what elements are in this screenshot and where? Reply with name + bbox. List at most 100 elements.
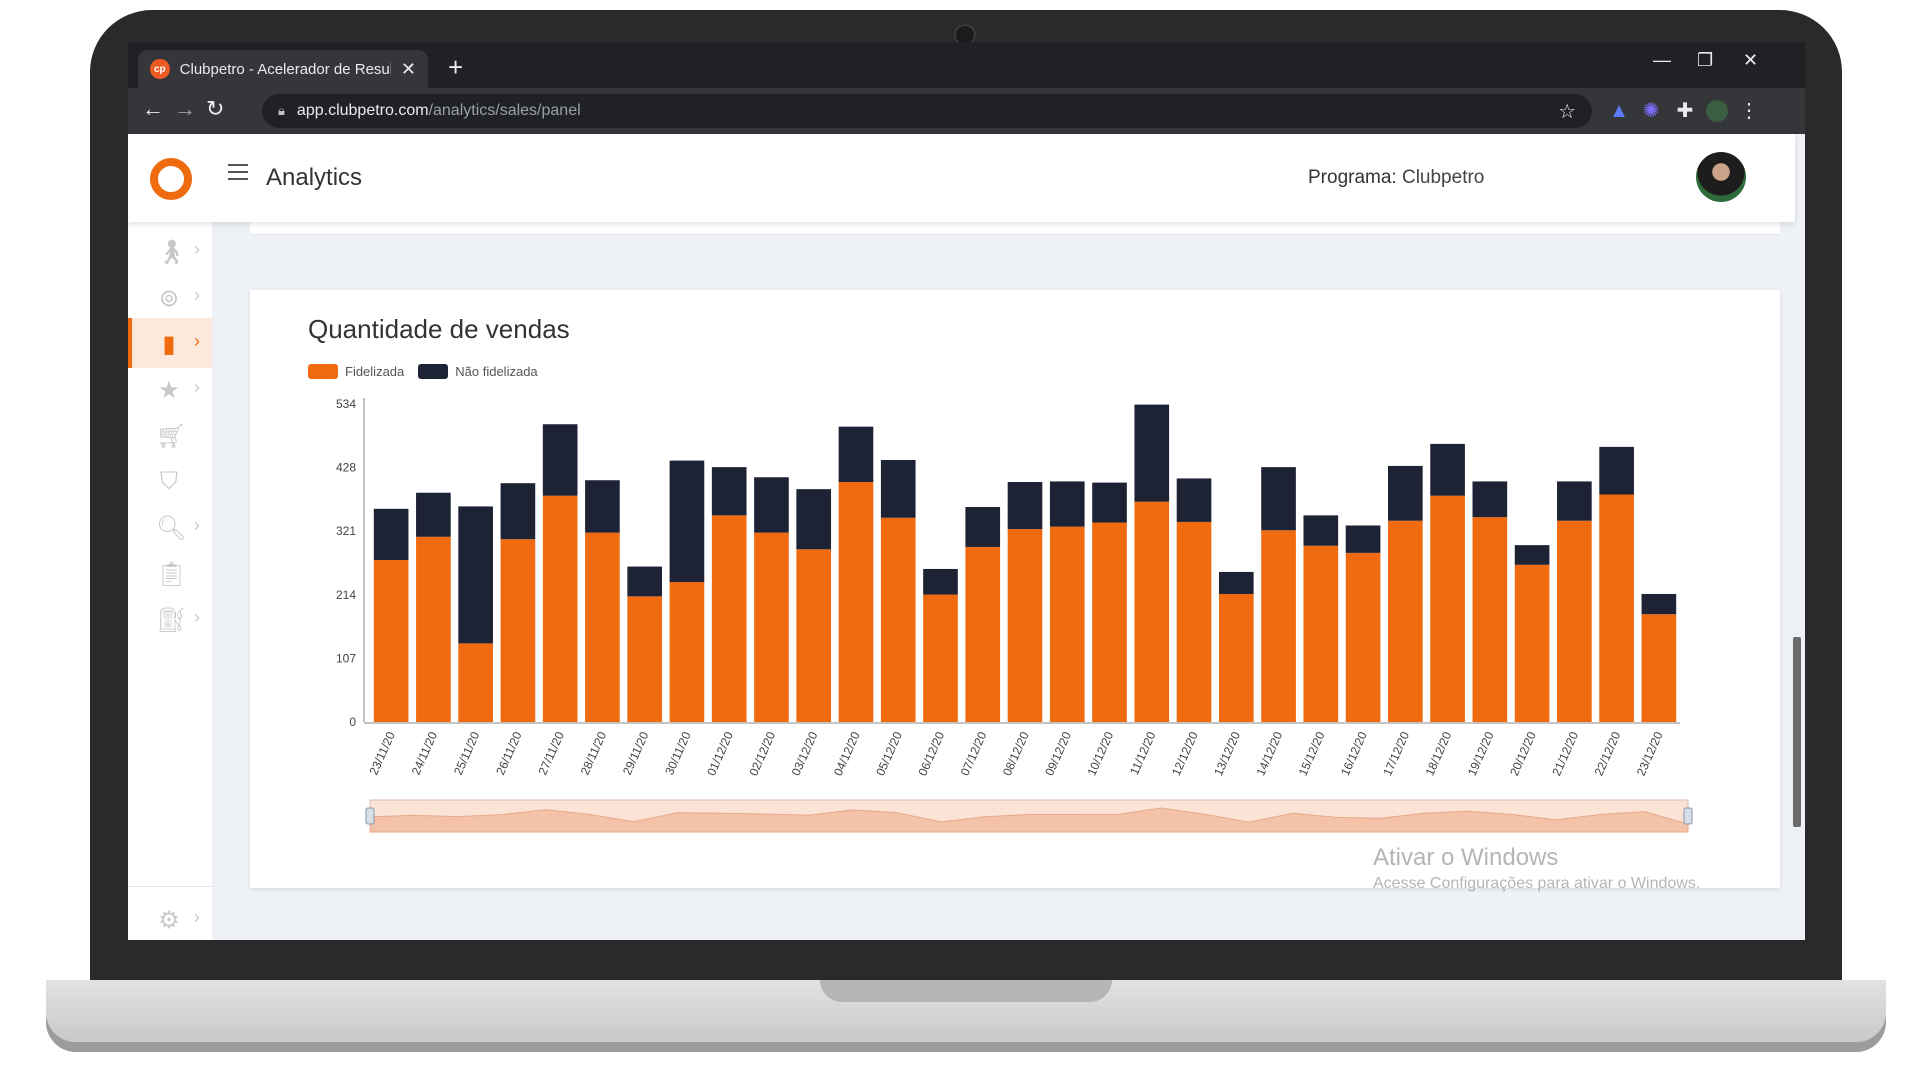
range-slider-handle-right[interactable] [1683, 807, 1693, 825]
bar-nao-fidelizada[interactable] [1303, 515, 1339, 546]
bar-fidelizada[interactable] [416, 536, 451, 722]
bar-fidelizada[interactable] [1261, 530, 1296, 722]
bar-fidelizada[interactable] [1049, 526, 1085, 722]
sidebar-item-search[interactable]: 🔍︎ › [128, 502, 212, 552]
bar-nao-fidelizada[interactable] [669, 460, 705, 583]
sidebar-item-security[interactable]: ⛉ [128, 456, 212, 506]
bar-fidelizada[interactable] [1092, 522, 1127, 722]
bar-nao-fidelizada[interactable] [1387, 465, 1423, 521]
sidebar-item-fuel[interactable]: ⛽︎ › [128, 594, 212, 644]
bar-fidelizada[interactable] [1303, 545, 1339, 722]
bar-nao-fidelizada[interactable] [923, 568, 958, 595]
sidebar-item-store[interactable]: 🛒︎ [128, 410, 212, 460]
bar-fidelizada[interactable] [1345, 552, 1381, 722]
extension-gear-icon[interactable]: ✺ [1642, 100, 1660, 122]
bar-fidelizada[interactable] [458, 643, 493, 722]
bar-nao-fidelizada[interactable] [1514, 545, 1550, 565]
bar-fidelizada[interactable] [838, 482, 874, 722]
legend-item-fidelizada[interactable]: Fidelizada [308, 364, 404, 379]
kebab-menu-icon[interactable]: ⋮ [1739, 100, 1759, 122]
bar-nao-fidelizada[interactable] [1261, 467, 1296, 531]
bar-fidelizada[interactable] [585, 532, 620, 722]
minimize-icon[interactable]: — [1653, 50, 1671, 70]
browser-tab[interactable]: cp Clubpetro - Acelerador de Resultados … [138, 50, 428, 88]
restore-icon[interactable]: ❐ [1697, 50, 1714, 70]
x-tick-label: 07/12/20 [958, 729, 990, 778]
bar-nao-fidelizada[interactable] [1218, 571, 1254, 594]
bar-fidelizada[interactable] [923, 594, 958, 722]
bar-nao-fidelizada[interactable] [880, 459, 916, 518]
bar-fidelizada[interactable] [542, 495, 578, 722]
bar-fidelizada[interactable] [1134, 501, 1170, 722]
bar-nao-fidelizada[interactable] [1472, 481, 1508, 518]
bar-nao-fidelizada[interactable] [1134, 404, 1170, 502]
forward-icon[interactable]: → [174, 96, 196, 121]
bar-fidelizada[interactable] [880, 517, 916, 722]
bar-fidelizada[interactable] [965, 546, 1001, 722]
user-avatar[interactable] [1696, 152, 1746, 202]
bar-nao-fidelizada[interactable] [965, 507, 1001, 547]
bar-nao-fidelizada[interactable] [754, 477, 789, 533]
sidebar-item-missions[interactable]: 🚶︎ › [128, 226, 212, 276]
sidebar-item-reports[interactable]: 📋︎ [128, 548, 212, 598]
sidebar-item-goals[interactable]: ⊚ › [128, 272, 212, 322]
sidebar-item-settings[interactable]: ⚙︎ › [128, 894, 212, 940]
bar-nao-fidelizada[interactable] [1430, 443, 1465, 496]
bar-nao-fidelizada[interactable] [796, 489, 832, 550]
sidebar-item-loyalty[interactable]: ★ › [128, 364, 212, 414]
bar-nao-fidelizada[interactable] [627, 566, 663, 597]
bar-fidelizada[interactable] [1472, 517, 1508, 722]
bar-nao-fidelizada[interactable] [500, 483, 536, 540]
bar-nao-fidelizada[interactable] [458, 506, 493, 644]
back-icon[interactable]: ← [142, 96, 164, 121]
sidebar-item-analytics[interactable]: ▮ › [128, 318, 212, 368]
bar-fidelizada[interactable] [1007, 529, 1043, 722]
program-selector[interactable]: Programa: Clubpetro [1308, 167, 1484, 189]
range-slider-handle-left[interactable] [365, 807, 375, 825]
bar-fidelizada[interactable] [1514, 564, 1550, 722]
bar-nao-fidelizada[interactable] [1007, 482, 1043, 530]
sales-chart[interactable]: 0 107 214 321 428 534 23/11/20 24/11/20 25/11/20… [250, 290, 1780, 888]
bar-fidelizada[interactable] [1218, 593, 1254, 722]
bar-fidelizada[interactable] [1430, 495, 1465, 722]
bar-fidelizada[interactable] [373, 560, 409, 722]
clubpetro-logo[interactable] [150, 158, 192, 200]
legend-item-nao-fidelizada[interactable]: Não fidelizada [418, 364, 538, 379]
profile-avatar-icon[interactable] [1706, 100, 1728, 122]
bar-fidelizada[interactable] [669, 582, 705, 722]
bar-nao-fidelizada[interactable] [585, 480, 620, 533]
close-window-icon[interactable]: ✕ [1743, 50, 1759, 70]
bar-nao-fidelizada[interactable] [373, 508, 409, 561]
bar-nao-fidelizada[interactable] [711, 467, 747, 516]
address-bar[interactable]: 🔒︎ app.clubpetro.com/analytics/sales/pan… [262, 94, 1592, 128]
bar-nao-fidelizada[interactable] [1049, 481, 1085, 527]
bar-nao-fidelizada[interactable] [542, 424, 578, 496]
bar-fidelizada[interactable] [1387, 520, 1423, 722]
chevron-right-icon: › [194, 331, 200, 351]
bar-fidelizada[interactable] [500, 539, 536, 722]
extension-icon[interactable]: ▲ [1609, 100, 1629, 122]
bar-nao-fidelizada[interactable] [1599, 446, 1634, 495]
bookmark-star-icon[interactable]: ☆ [1558, 100, 1576, 123]
reload-icon[interactable]: ↻ [206, 96, 225, 121]
bar-fidelizada[interactable] [1641, 614, 1677, 722]
bar-nao-fidelizada[interactable] [1641, 593, 1677, 615]
new-tab-button[interactable]: + [448, 52, 464, 82]
bar-fidelizada[interactable] [1176, 521, 1212, 722]
bar-nao-fidelizada[interactable] [416, 492, 451, 537]
bar-fidelizada[interactable] [796, 549, 832, 722]
bar-fidelizada[interactable] [1557, 520, 1592, 722]
close-tab-icon[interactable]: ✕ [400, 58, 416, 79]
bar-nao-fidelizada[interactable] [1092, 482, 1127, 523]
hamburger-menu-icon[interactable] [228, 164, 248, 180]
bar-nao-fidelizada[interactable] [838, 426, 874, 483]
bar-fidelizada[interactable] [627, 596, 663, 722]
page-scrollbar[interactable] [1793, 637, 1801, 827]
bar-nao-fidelizada[interactable] [1345, 525, 1381, 553]
bar-nao-fidelizada[interactable] [1557, 481, 1592, 521]
puzzle-icon[interactable]: ✚ [1676, 100, 1694, 122]
bar-fidelizada[interactable] [754, 532, 789, 722]
bar-nao-fidelizada[interactable] [1176, 478, 1212, 522]
bar-fidelizada[interactable] [711, 515, 747, 722]
bar-fidelizada[interactable] [1599, 494, 1634, 722]
